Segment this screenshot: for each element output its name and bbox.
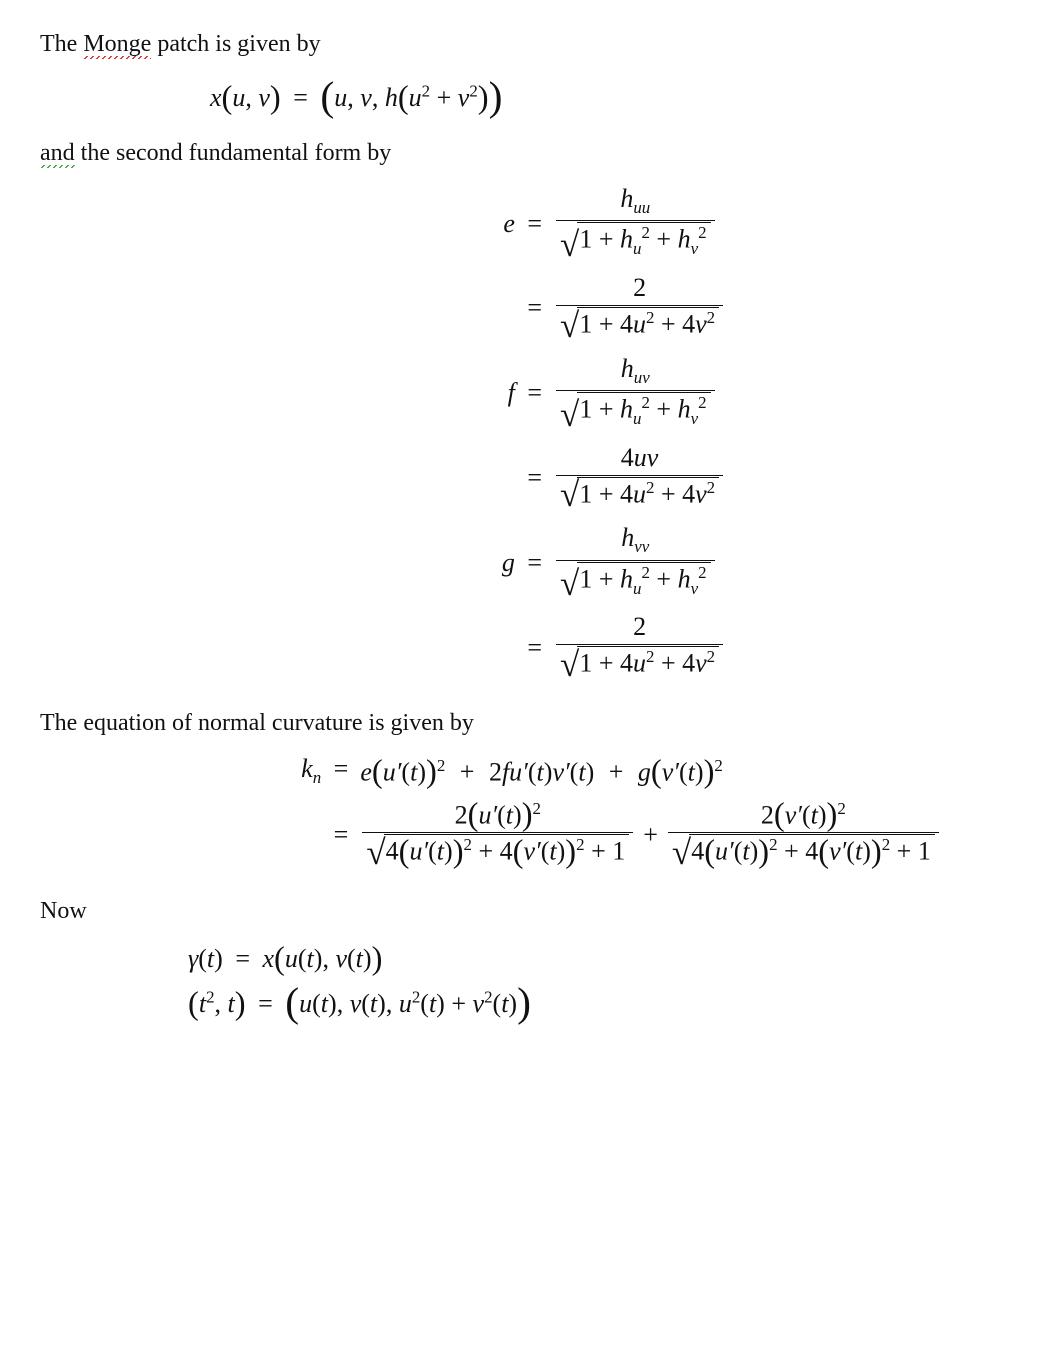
g-frac-2: 2 √1 + 4u2 + 4v2 (556, 612, 723, 683)
g-label: g (502, 548, 515, 577)
g-frac-1: hvv √1 + hu2 + hv2 (556, 523, 714, 602)
efg-equations: e = huu √1 + hu2 + hv2 = 2 √1 + 4u2 + 4 (220, 184, 1007, 683)
e-label: e (503, 209, 515, 238)
intro-post: patch is given by (151, 31, 320, 57)
word-monge: Monge (83, 31, 151, 59)
f-frac-2: 4uv √1 + 4u2 + 4v2 (556, 443, 723, 514)
e-frac-2: 2 √1 + 4u2 + 4v2 (556, 273, 723, 344)
efg-align: e = huu √1 + hu2 + hv2 = 2 √1 + 4u2 + 4 (220, 184, 1007, 683)
monge-equation: x(u, v) = (u, v, h(u2 + v2)) (210, 76, 1007, 113)
and-line: and the second fundamental form by (40, 137, 1007, 171)
monge-args: u, v (232, 83, 270, 112)
kn-line2: 2(u′(t))2 √ 4(u′(t))2 + 4(v′(t))2 + 1 + (360, 799, 1007, 871)
kn-line1: e(u′(t))2 + 2fu′(t)v′(t) + g(v′(t))2 (360, 756, 1007, 788)
gamma-line2: (t2, t) = (u(t), v(t), u2(t) + v2(t)) (188, 982, 531, 1019)
intro-pre: The (40, 31, 83, 57)
now-line: Now (40, 895, 1007, 929)
x-symbol: x (210, 83, 222, 112)
word-and: and (40, 140, 75, 168)
f-label: f (508, 378, 515, 407)
f-frac-1: huv √1 + hu2 + hv2 (556, 354, 714, 433)
e-frac-1: huu √1 + hu2 + hv2 (556, 184, 714, 263)
gamma-equation: γ(t) = x(u(t), v(t)) (t2, t) = (u(t), v(… (188, 943, 1007, 1027)
kn-equation: kn = e(u′(t))2 + 2fu′(t)v′(t) + g(v′(t))… (235, 754, 1007, 870)
document-page: The Monge patch is given by x(u, v) = (u… (0, 0, 1047, 1362)
intro-line: The Monge patch is given by (40, 28, 1007, 62)
normal-curvature-line: The equation of normal curvature is give… (40, 707, 1007, 741)
gamma-line1: γ(t) = x(u(t), v(t)) (188, 943, 382, 974)
and-post: the second fundamental form by (75, 140, 392, 166)
